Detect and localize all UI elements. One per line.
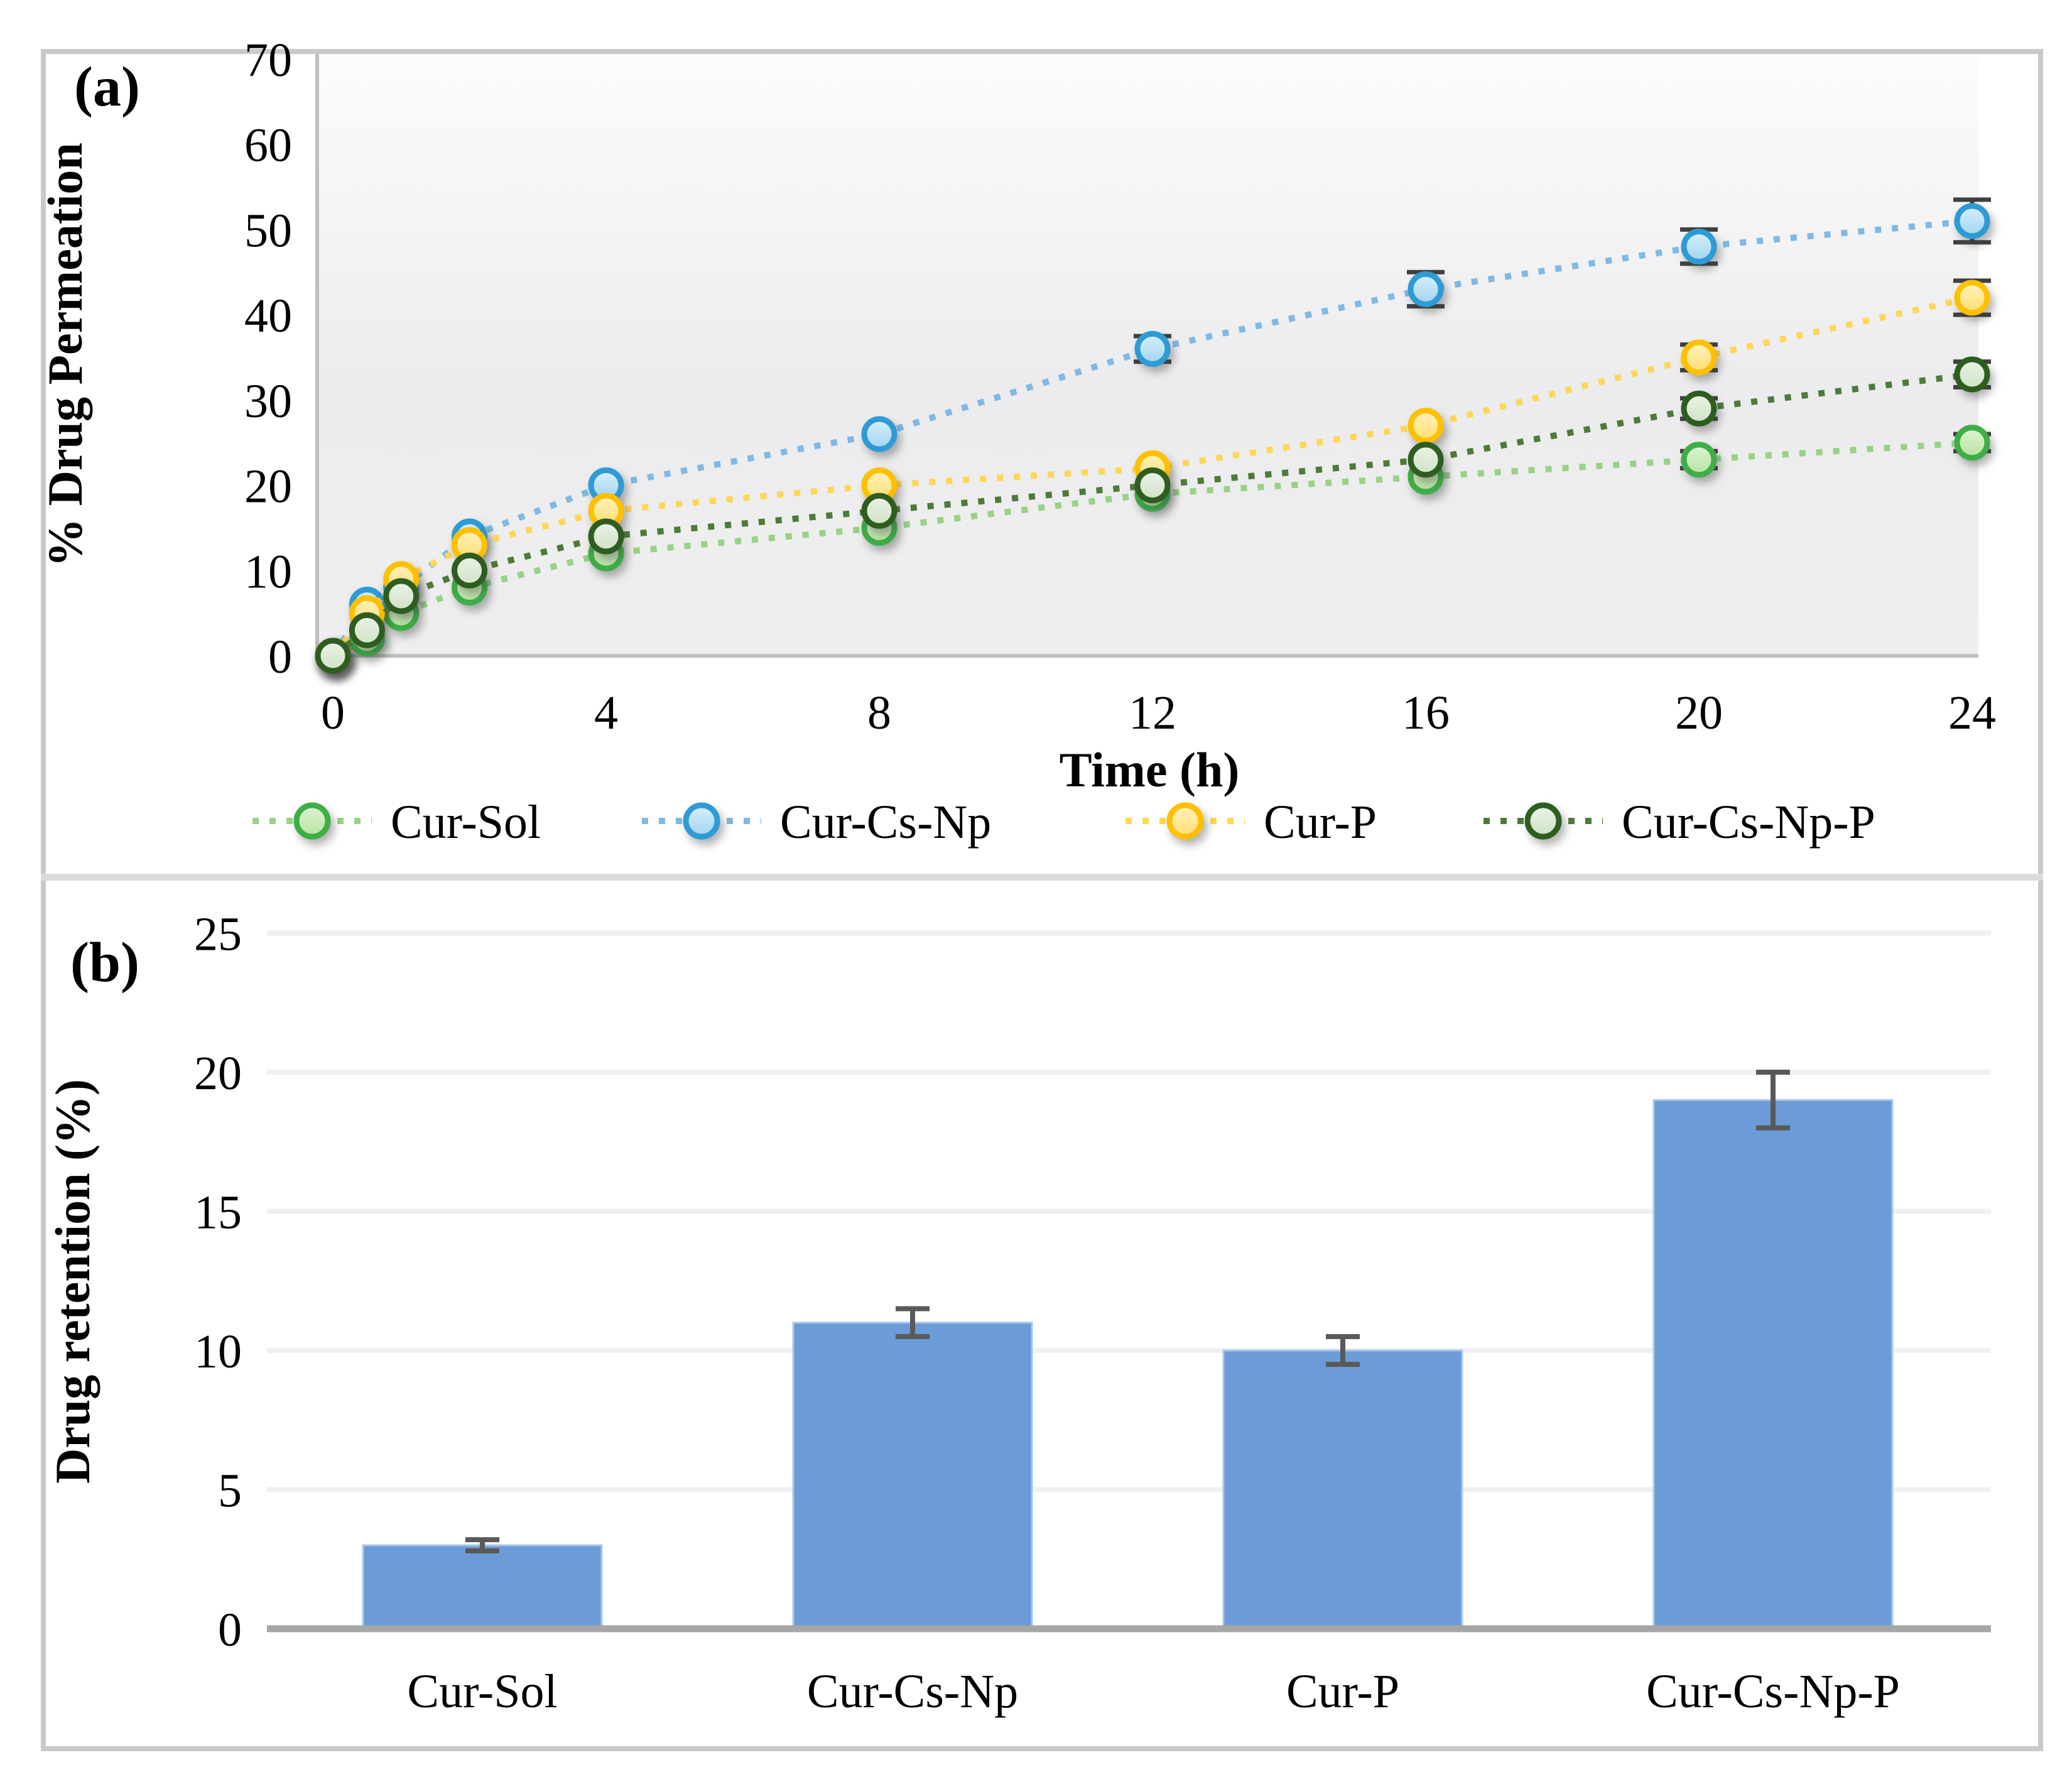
y-tick-label: 15 [194,1187,242,1239]
bar-Cur-Cs-Np-P [1652,1099,1894,1630]
panel-a-legend: Cur-Sol Cur-Cs-Np Cur-P Cur-Cs-Np-P [252,796,1875,849]
legend-item-Cur-Sol: Cur-Sol [252,796,541,849]
legend-label: Cur-Sol [391,796,541,849]
series-line [331,439,1973,659]
panel-a-y-axis-title: % Drug Permeation [38,143,92,567]
data-point-marker [1408,442,1444,478]
data-point-marker [1681,442,1717,478]
data-point-marker [1408,408,1444,444]
data-point-marker [383,578,420,614]
x-tick-label: 12 [1129,687,1176,739]
panel-a-line-chart: 0 10 20 30 40 50 60 70 0 4 8 12 16 20 24 (a) % Drug P… [38,34,1996,849]
y-tick-label: 20 [244,460,292,513]
panel-b-y-tick-labels: 0 5 10 15 20 25 [194,908,242,1657]
y-tick-label: 50 [244,204,292,257]
bar-Cur-Cs-Np [792,1322,1033,1630]
y-tick-label: 40 [244,290,292,342]
panel-a-y-tick-labels: 0 10 20 30 40 50 60 70 [244,34,292,683]
panel-b-label: (b) [70,932,139,994]
bar-Cur-P [1222,1349,1463,1630]
panel-b-bar-chart: 0 5 10 15 20 25 Cur-Sol Cur-Cs-Np Cur-P Cur-Cs-N… [45,908,1991,1718]
y-tick-label: 10 [244,545,292,598]
y-tick-label: 30 [244,375,292,428]
y-tick-label: 70 [244,34,292,87]
data-point-marker [1134,467,1171,504]
panel-divider [41,874,2043,881]
data-point-marker [1681,229,1717,265]
series-line [331,371,1973,659]
legend-label: Cur-P [1264,796,1377,849]
legend-marker [1524,802,1562,840]
panel-b-bars [267,1070,1991,1633]
panel-a-label: (a) [74,56,140,118]
category-label: Cur-Cs-Np-P [1646,1665,1900,1718]
y-tick-label: 0 [268,631,292,683]
data-point-marker [1954,356,1990,393]
category-label: Cur-Sol [407,1665,557,1718]
data-point-marker [315,638,351,674]
data-point-marker [1681,390,1717,426]
data-point-marker [452,552,487,589]
legend-marker [293,802,331,840]
y-tick-label: 0 [218,1604,242,1656]
y-tick-label: 10 [194,1325,242,1378]
legend-marker [1166,802,1204,840]
data-point-marker [1681,339,1717,376]
panel-b-category-labels: Cur-Sol Cur-Cs-Np Cur-P Cur-Cs-Np-P [407,1665,1900,1718]
legend-item-Cur-Cs-Np: Cur-Cs-Np [642,796,991,849]
data-point-marker [1134,330,1171,367]
category-label: Cur-P [1286,1665,1399,1718]
x-tick-label: 24 [1948,687,1996,739]
bar-Cur-Sol [362,1544,603,1630]
data-point-marker [1954,203,1990,239]
category-label: Cur-Cs-Np [807,1665,1018,1718]
legend-item-Cur-P: Cur-P [1125,796,1377,849]
panel-a-series [315,197,1991,674]
data-point-marker [1954,280,1990,316]
x-tick-label: 8 [867,687,891,739]
data-point-marker [1954,425,1990,461]
series-Cur-Cs-Np-P [315,356,1991,674]
legend-item-Cur-Cs-Np-P: Cur-Cs-Np-P [1483,796,1875,849]
panel-a-x-axis-title: Time (h) [1060,742,1240,797]
x-tick-label: 20 [1675,687,1723,739]
y-tick-label: 20 [194,1047,242,1100]
legend-marker [683,802,720,840]
data-point-marker [588,518,624,555]
data-point-marker [861,416,898,452]
y-tick-label: 25 [194,908,242,961]
y-tick-label: 60 [244,119,292,172]
data-point-marker [861,492,898,529]
panel-b-y-axis-title: Drug retention (%) [45,1079,100,1484]
data-point-marker [349,612,385,648]
legend-label: Cur-Cs-Np-P [1622,796,1875,849]
x-tick-label: 16 [1402,687,1450,739]
legend-label: Cur-Cs-Np [780,796,991,849]
x-tick-label: 0 [321,687,345,739]
data-point-marker [1408,271,1444,307]
y-tick-label: 5 [218,1465,242,1518]
x-tick-label: 4 [594,687,618,739]
panel-a-x-tick-labels: 0 4 8 12 16 20 24 [321,687,1996,739]
